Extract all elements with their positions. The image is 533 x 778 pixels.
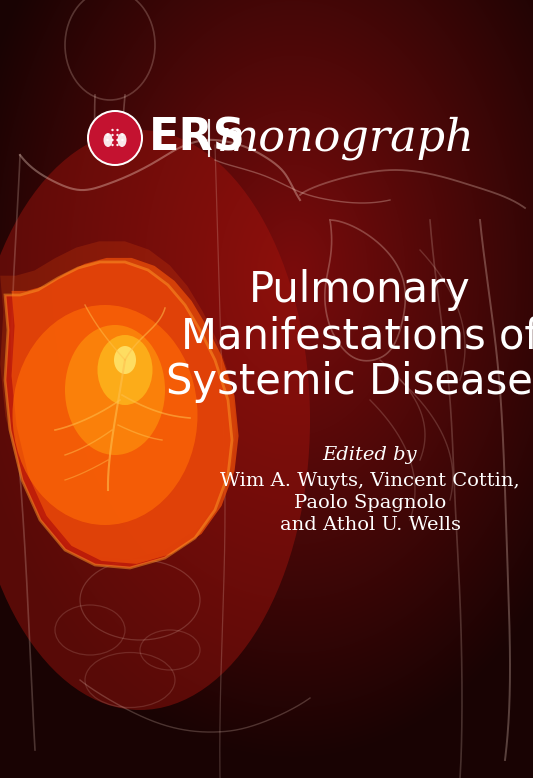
Text: Edited by: Edited by [322,446,417,464]
Circle shape [116,138,119,141]
Circle shape [122,138,124,141]
Ellipse shape [0,130,310,710]
Text: ERS: ERS [149,117,246,159]
Circle shape [116,129,119,131]
Text: monograph: monograph [217,116,475,159]
Circle shape [111,134,114,136]
Circle shape [116,144,119,146]
Ellipse shape [103,133,112,147]
Circle shape [111,138,114,141]
Ellipse shape [12,305,198,525]
Text: Pulmonary: Pulmonary [249,269,471,311]
Circle shape [106,134,109,136]
Ellipse shape [98,335,152,405]
Text: Wim A. Wuyts, Vincent Cottin,: Wim A. Wuyts, Vincent Cottin, [220,472,520,490]
Polygon shape [0,241,236,559]
Polygon shape [5,262,232,568]
Circle shape [116,134,119,136]
Ellipse shape [117,133,126,147]
Text: Manifestations of: Manifestations of [181,315,533,357]
Circle shape [87,110,143,166]
Ellipse shape [114,346,136,374]
Circle shape [111,144,114,146]
Circle shape [89,112,141,164]
Polygon shape [12,258,239,564]
Text: Paolo Spagnolo: Paolo Spagnolo [294,494,446,512]
Circle shape [122,134,124,136]
Text: and Athol U. Wells: and Athol U. Wells [279,516,461,534]
Ellipse shape [65,325,165,455]
Circle shape [106,138,109,141]
Circle shape [111,129,114,131]
Text: Systemic Diseases: Systemic Diseases [166,361,533,403]
